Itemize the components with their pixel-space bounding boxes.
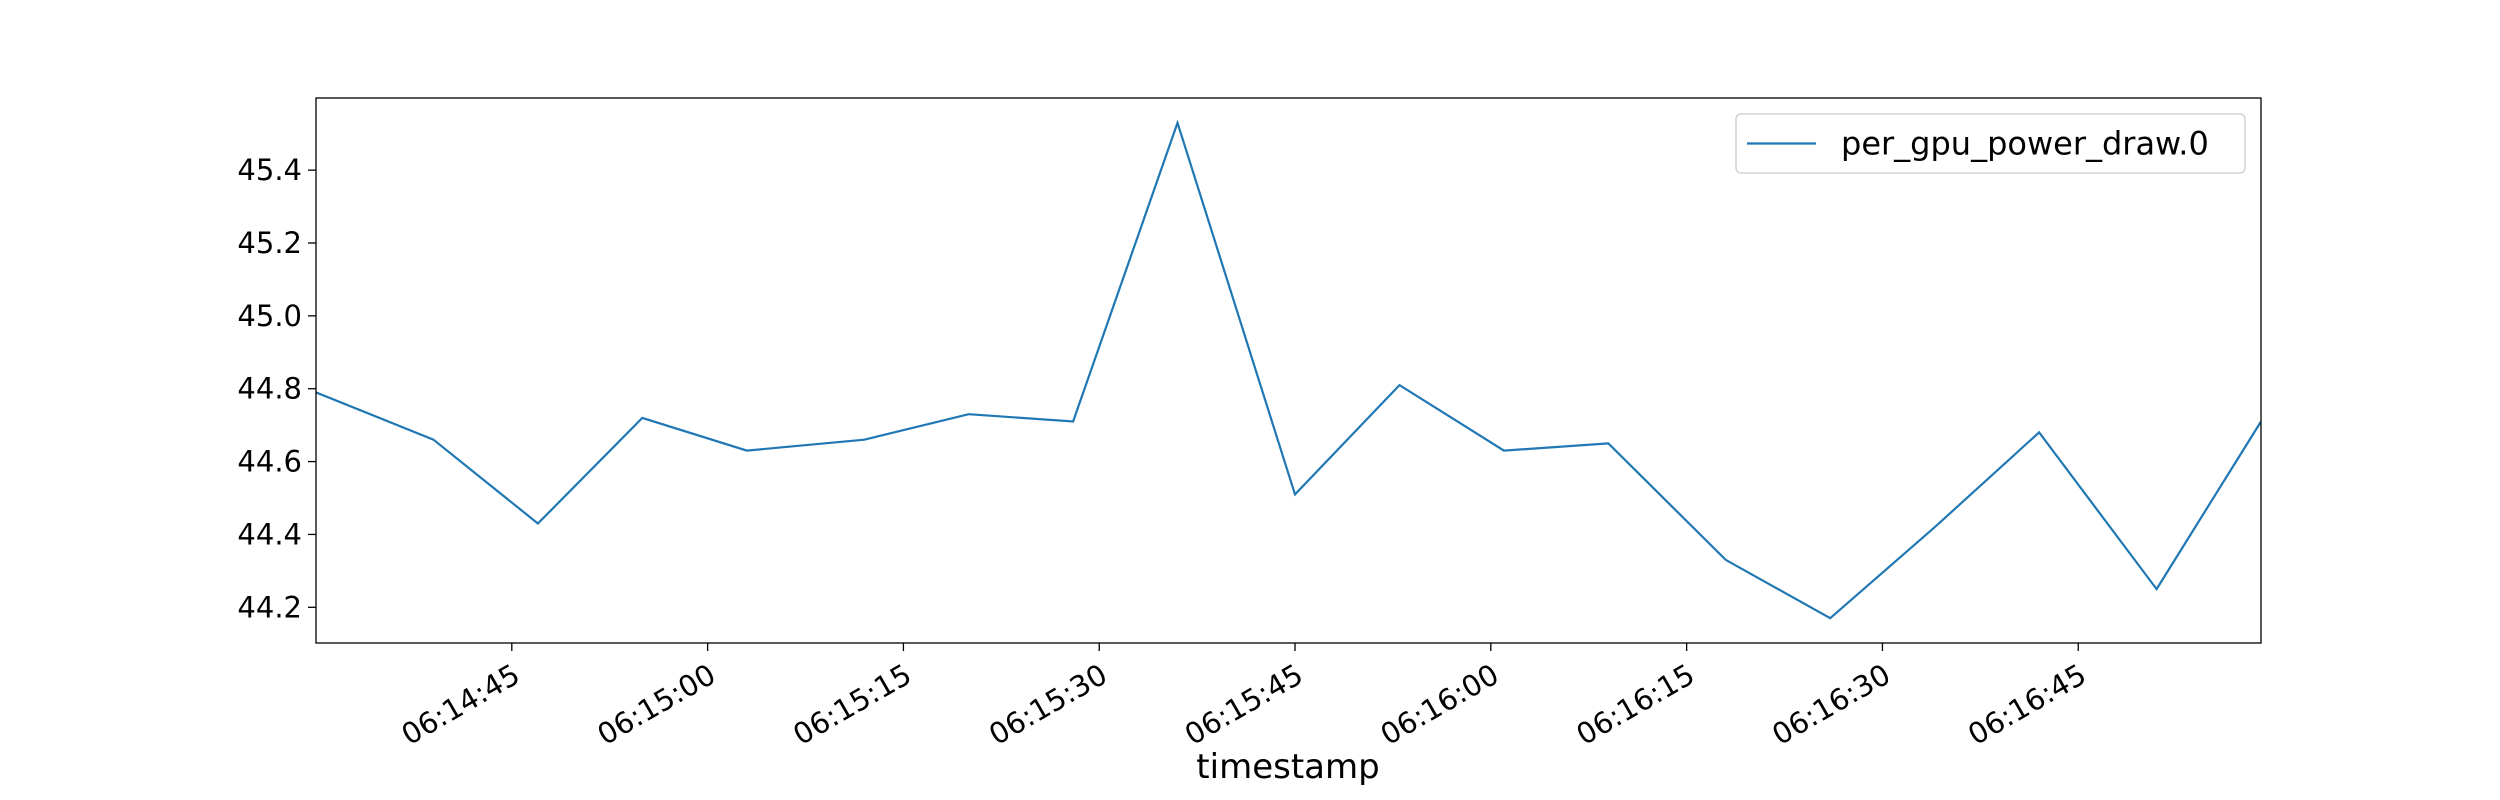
y-tick-label: 45.0: [237, 299, 302, 333]
plot-frame: [315, 97, 2262, 644]
x-tick-label: 06:16:15: [1570, 657, 1700, 752]
x-tick-label: 06:16:30: [1766, 657, 1896, 752]
y-tick-label: 44.8: [237, 372, 302, 406]
legend-label: per_gpu_power_draw.0: [1841, 125, 2209, 163]
x-tick-label: 06:16:45: [1962, 657, 2092, 752]
data-line: [316, 119, 2261, 620]
y-tick-label: 44.2: [237, 590, 302, 624]
legend-box: [1735, 113, 2246, 174]
x-tick-label: 06:15:15: [787, 657, 917, 752]
y-tick-label: 45.4: [237, 153, 302, 187]
y-tick-label: 45.2: [237, 226, 302, 260]
x-tick-label: 06:14:45: [396, 657, 526, 752]
x-tick-label: 06:16:00: [1375, 657, 1505, 752]
x-axis-label: timestamp: [1196, 747, 1379, 787]
y-tick-label: 44.4: [237, 517, 302, 551]
x-tick-label: 06:15:00: [591, 657, 721, 752]
x-tick-label: 06:15:45: [1179, 657, 1309, 752]
x-tick-label: 06:15:30: [983, 657, 1113, 752]
y-tick-label: 44.6: [237, 445, 302, 479]
